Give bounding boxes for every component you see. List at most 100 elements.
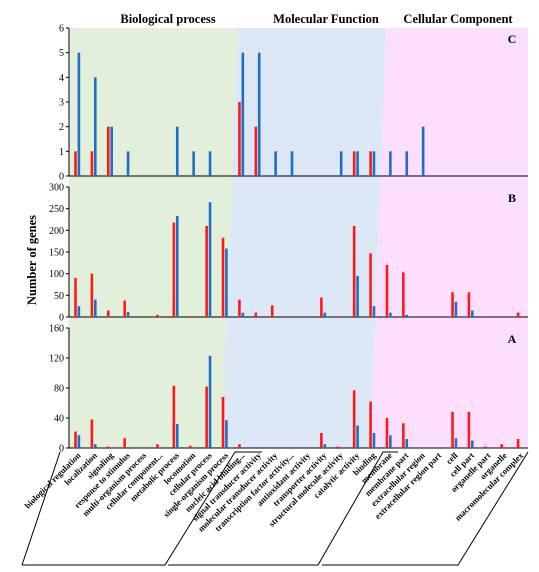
bar-B-blue-19 [389,312,392,317]
bar-A-red-17 [352,390,356,448]
bar-B-red-16 [336,316,340,317]
bar-B-blue-3 [126,311,130,317]
bar-A-red-16 [336,446,340,448]
bar-A-blue-9 [225,420,228,448]
bar-B-red-3 [123,300,126,317]
bar-A-red-24 [467,412,471,448]
y-tick-label: 2 [59,122,64,133]
bar-C-red-2 [106,126,110,176]
panel-label-C: C [508,32,517,46]
bar-A-blue-18 [372,433,376,448]
bar-B-red-2 [106,310,110,317]
bar-A-red-1 [90,419,94,448]
bar-B-red-27 [516,312,520,317]
bar-A-blue-6 [175,424,179,448]
bar-B-blue-8 [208,202,212,317]
section-header-cellular: Cellular Component [403,12,513,26]
bar-B-blue-18 [372,306,376,317]
y-tick-label: 250 [49,204,64,215]
bar-C-blue-11 [257,52,261,176]
bar-B-red-15 [320,297,323,317]
bar-A-red-15 [320,433,323,448]
bracket-left-edge [21,451,61,566]
panel-label-B: B [508,191,516,205]
y-tick-label: 80 [54,384,64,395]
y-tick-label: 5 [59,48,64,59]
bar-B-blue-0 [77,306,81,317]
panel-label-A: A [508,332,517,346]
bar-A-red-5 [156,444,159,448]
bar-B-blue-10 [241,312,245,317]
bar-A-red-8 [205,386,208,448]
section-band-3 [370,28,528,448]
bar-B-red-6 [172,222,176,317]
bar-B-red-19 [385,265,389,317]
bar-C-blue-2 [110,126,113,176]
bar-C-red-1 [90,151,94,176]
bar-C-blue-1 [93,77,97,176]
bar-A-blue-23 [454,438,458,448]
section-header-biological: Biological process [120,12,215,26]
bar-C-blue-21 [421,126,425,176]
bar-A-blue-17 [356,425,359,448]
bar-B-red-5 [156,314,159,317]
bar-B-red-0 [74,278,77,317]
bar-C-red-17 [352,151,356,176]
bar-A-red-25 [484,446,487,448]
section-band-2 [221,28,387,448]
bar-C-blue-13 [290,151,294,176]
y-tick-label: 0 [59,444,64,455]
bar-A-blue-24 [471,440,474,448]
bar-C-blue-10 [241,52,245,176]
bar-B-red-11 [254,312,258,317]
bar-B-red-20 [402,272,405,317]
bar-B-blue-23 [454,301,458,317]
bar-B-red-17 [352,226,356,317]
bar-B-red-13 [287,316,290,317]
bar-B-red-7 [188,316,192,317]
bar-A-red-10 [238,444,241,448]
bar-C-red-11 [254,126,258,176]
bar-B-blue-17 [356,275,359,317]
section-bracket-3 [322,451,529,566]
bar-C-blue-19 [389,151,392,176]
bar-C-red-10 [238,102,241,176]
bar-C-blue-18 [372,151,376,176]
bar-B-blue-6 [175,216,179,317]
bar-B-red-24 [467,292,471,317]
bar-C-blue-7 [192,151,195,176]
y-tick-label: 50 [54,291,64,302]
bar-B-blue-20 [405,314,409,317]
y-tick-label: 6 [59,24,64,35]
bar-C-blue-8 [208,151,212,176]
bar-B-red-23 [451,292,454,317]
bar-C-red-18 [369,151,372,176]
bar-B-red-26 [500,316,504,317]
bar-B-red-1 [90,273,94,317]
y-tick-label: 40 [54,414,64,425]
section-backgrounds [69,28,528,448]
y-tick-label: 4 [59,73,64,84]
y-tick-label: 120 [49,354,64,365]
bar-A-red-26 [500,444,504,448]
y-tick-label: 0 [59,172,64,183]
y-tick-label: 150 [49,248,64,259]
y-tick-label: 100 [49,269,64,280]
bar-C-red-0 [74,151,77,176]
bar-A-blue-1 [93,444,97,448]
bar-A-red-18 [369,401,372,448]
y-tick-label: 0 [59,313,64,324]
bar-A-blue-19 [389,435,392,448]
bar-A-red-20 [402,423,405,448]
bar-A-red-27 [516,439,520,448]
bar-B-red-10 [238,299,241,317]
bar-A-red-3 [123,438,126,448]
bar-C-blue-12 [274,151,277,176]
bar-B-blue-24 [471,310,474,317]
bar-C-blue-0 [77,52,81,176]
bar-A-red-7 [188,445,192,448]
section-bracket-2 [168,451,398,566]
bar-A-blue-0 [77,435,81,448]
bar-A-red-23 [451,412,454,448]
bar-B-blue-15 [323,312,327,317]
